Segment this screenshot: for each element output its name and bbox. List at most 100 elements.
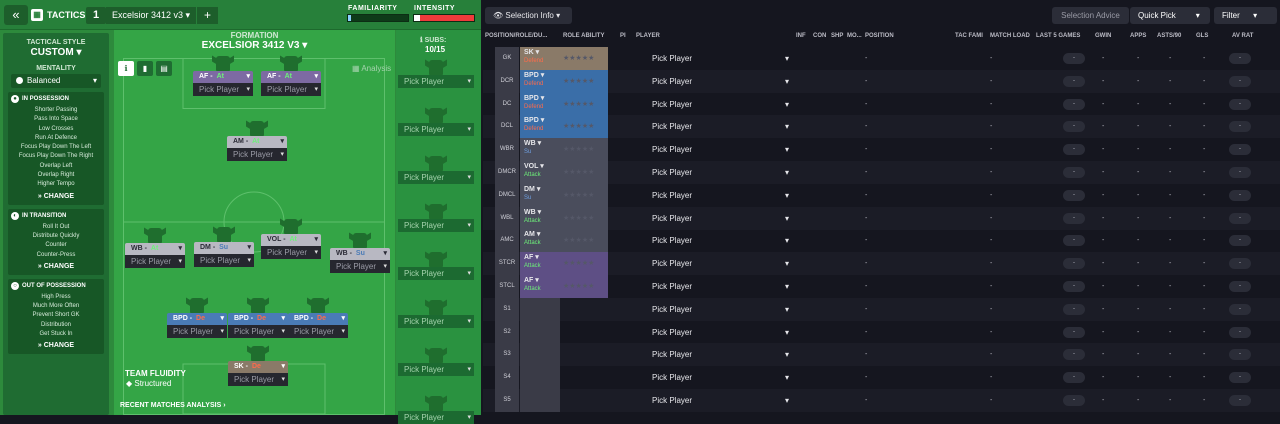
column-header[interactable]: GLS — [1196, 33, 1209, 39]
role-selector[interactable]: BPD - De — [288, 313, 348, 325]
tactic-select[interactable]: Excelsior 3412 v3 ▾ — [106, 7, 196, 24]
column-header[interactable]: SHP — [831, 33, 844, 39]
selection-advice-button[interactable]: Selection Advice — [1052, 7, 1129, 24]
pitch-player-slot[interactable]: AF - AtPick Player — [261, 56, 321, 96]
pick-player-select[interactable]: Pick Player — [228, 373, 288, 386]
column-header[interactable]: APPS — [1130, 33, 1147, 39]
pick-player-select[interactable]: Pick Player — [261, 246, 321, 259]
column-header[interactable]: ROLE ABILITY — [563, 33, 605, 39]
pitch-player-slot[interactable]: AF - AtPick Player — [193, 56, 253, 96]
pick-player-select[interactable]: Pick Player — [643, 275, 793, 298]
sub-slot[interactable]: Pick Player — [398, 300, 474, 328]
pick-player-select[interactable]: Pick Player — [643, 389, 793, 412]
role-selector[interactable]: WB - Su — [330, 248, 390, 260]
out-of-possession-change-button[interactable]: » CHANGE — [37, 342, 75, 350]
filter-button[interactable]: Filter ▾ — [1214, 7, 1277, 24]
pitch-player-slot[interactable]: WB - AtPick Player — [125, 228, 185, 268]
sub-pick-player[interactable]: Pick Player — [398, 171, 474, 184]
sub-slot[interactable]: Pick Player — [398, 204, 474, 232]
formation-select[interactable]: EXCELSIOR 3412 V3 ▾ — [201, 40, 308, 51]
pick-player-select[interactable]: Pick Player — [194, 254, 254, 267]
tactical-style-value[interactable]: CUSTOM ▾ — [30, 47, 82, 58]
pick-player-select[interactable]: Pick Player — [643, 138, 793, 161]
pick-player-select[interactable]: Pick Player — [193, 83, 253, 96]
pitch-player-slot[interactable]: WB - SuPick Player — [330, 233, 390, 273]
table-row[interactable]: S4 Pick Player - - - - - - - - — [483, 366, 1280, 390]
in-possession-change-button[interactable]: » CHANGE — [37, 192, 75, 200]
role-selector[interactable]: AF - At — [261, 71, 321, 83]
pick-player-select[interactable]: Pick Player — [643, 47, 793, 70]
pick-player-select[interactable]: Pick Player — [643, 343, 793, 366]
sub-slot[interactable]: Pick Player — [398, 156, 474, 184]
pick-player-select[interactable]: Pick Player — [125, 255, 185, 268]
pick-player-select[interactable]: Pick Player — [643, 93, 793, 116]
pick-player-select[interactable]: Pick Player — [643, 321, 793, 344]
role-selector[interactable]: BPD - De — [167, 313, 227, 325]
pick-player-select[interactable]: Pick Player — [288, 325, 348, 338]
table-row[interactable]: S1 Pick Player - - - - - - - - — [483, 297, 1280, 321]
role-cell[interactable]: SK ▾ Defend — [520, 47, 560, 70]
role-cell[interactable]: BPD ▾ Defend — [520, 115, 560, 139]
column-header[interactable]: MATCH LOAD — [990, 33, 1030, 39]
pitch-player-slot[interactable]: BPD - DePick Player — [167, 298, 227, 338]
role-selector[interactable]: VOL - At — [261, 234, 321, 246]
stats-view-button[interactable]: ▮ — [137, 61, 153, 76]
collapse-button[interactable]: « — [4, 5, 28, 25]
pick-player-select[interactable]: Pick Player — [643, 184, 793, 207]
pitch-player-slot[interactable]: AM - AtPick Player — [227, 121, 287, 161]
column-header[interactable]: MO... — [847, 33, 862, 39]
column-header[interactable]: PLAYER — [636, 33, 660, 39]
role-selector[interactable]: BPD - De — [228, 313, 288, 325]
role-selector[interactable]: SK - De — [228, 361, 288, 373]
role-selector[interactable]: AF - At — [193, 71, 253, 83]
pick-player-select[interactable]: Pick Player — [643, 207, 793, 230]
sub-pick-player[interactable]: Pick Player — [398, 363, 474, 376]
kit-view-button[interactable]: ▤ — [156, 61, 172, 76]
sub-pick-player[interactable]: Pick Player — [398, 123, 474, 136]
pick-player-select[interactable]: Pick Player — [643, 115, 793, 138]
column-header[interactable]: INF — [796, 33, 806, 39]
column-header[interactable]: AV RAT — [1232, 33, 1254, 39]
role-cell[interactable]: WB ▾ Attack — [520, 206, 560, 230]
pitch-player-slot[interactable]: SK - DePick Player — [228, 346, 288, 386]
add-tactic-button[interactable]: + — [197, 7, 218, 24]
selection-info-button[interactable]: 👁 Selection Info ▾ — [485, 7, 572, 24]
pitch-player-slot[interactable]: BPD - DePick Player — [228, 298, 288, 338]
pick-player-select[interactable]: Pick Player — [643, 366, 793, 389]
pitch-player-slot[interactable]: VOL - AtPick Player — [261, 219, 321, 259]
sub-slot[interactable]: Pick Player — [398, 60, 474, 88]
sub-pick-player[interactable]: Pick Player — [398, 315, 474, 328]
role-selector[interactable]: AM - At — [227, 136, 287, 148]
info-view-button[interactable]: ℹ — [118, 61, 134, 76]
role-cell[interactable]: AM ▾ Attack — [520, 229, 560, 253]
pick-player-select[interactable]: Pick Player — [643, 252, 793, 275]
role-selector[interactable]: WB - At — [125, 243, 185, 255]
pick-player-select[interactable]: Pick Player — [167, 325, 227, 338]
mentality-select[interactable]: Balanced — [11, 74, 101, 88]
pick-player-select[interactable]: Pick Player — [643, 298, 793, 321]
column-header[interactable]: POSITION — [865, 33, 894, 39]
in-transition-change-button[interactable]: » CHANGE — [37, 262, 75, 270]
role-cell[interactable]: AF ▾ Attack — [520, 275, 560, 298]
pick-player-select[interactable]: Pick Player — [643, 70, 793, 93]
sub-slot[interactable]: Pick Player — [398, 108, 474, 136]
role-cell[interactable]: BPD ▾ Defend — [520, 92, 560, 116]
quick-pick-button[interactable]: Quick Pick ▾ — [1130, 7, 1210, 24]
table-row[interactable]: S2 Pick Player - - - - - - - - — [483, 320, 1280, 344]
pitch-player-slot[interactable]: BPD - DePick Player — [288, 298, 348, 338]
pick-player-select[interactable]: Pick Player — [643, 229, 793, 252]
column-header[interactable]: CON — [813, 33, 827, 39]
sub-slot[interactable]: Pick Player — [398, 348, 474, 376]
sub-pick-player[interactable]: Pick Player — [398, 411, 474, 424]
recent-matches-link[interactable]: RECENT MATCHES ANALYSIS › — [120, 402, 226, 409]
tactic-number[interactable]: 1 — [86, 7, 106, 24]
pick-player-select[interactable]: Pick Player — [228, 325, 288, 338]
pick-player-select[interactable]: Pick Player — [330, 260, 390, 273]
role-cell[interactable]: DM ▾ Su — [520, 183, 560, 207]
